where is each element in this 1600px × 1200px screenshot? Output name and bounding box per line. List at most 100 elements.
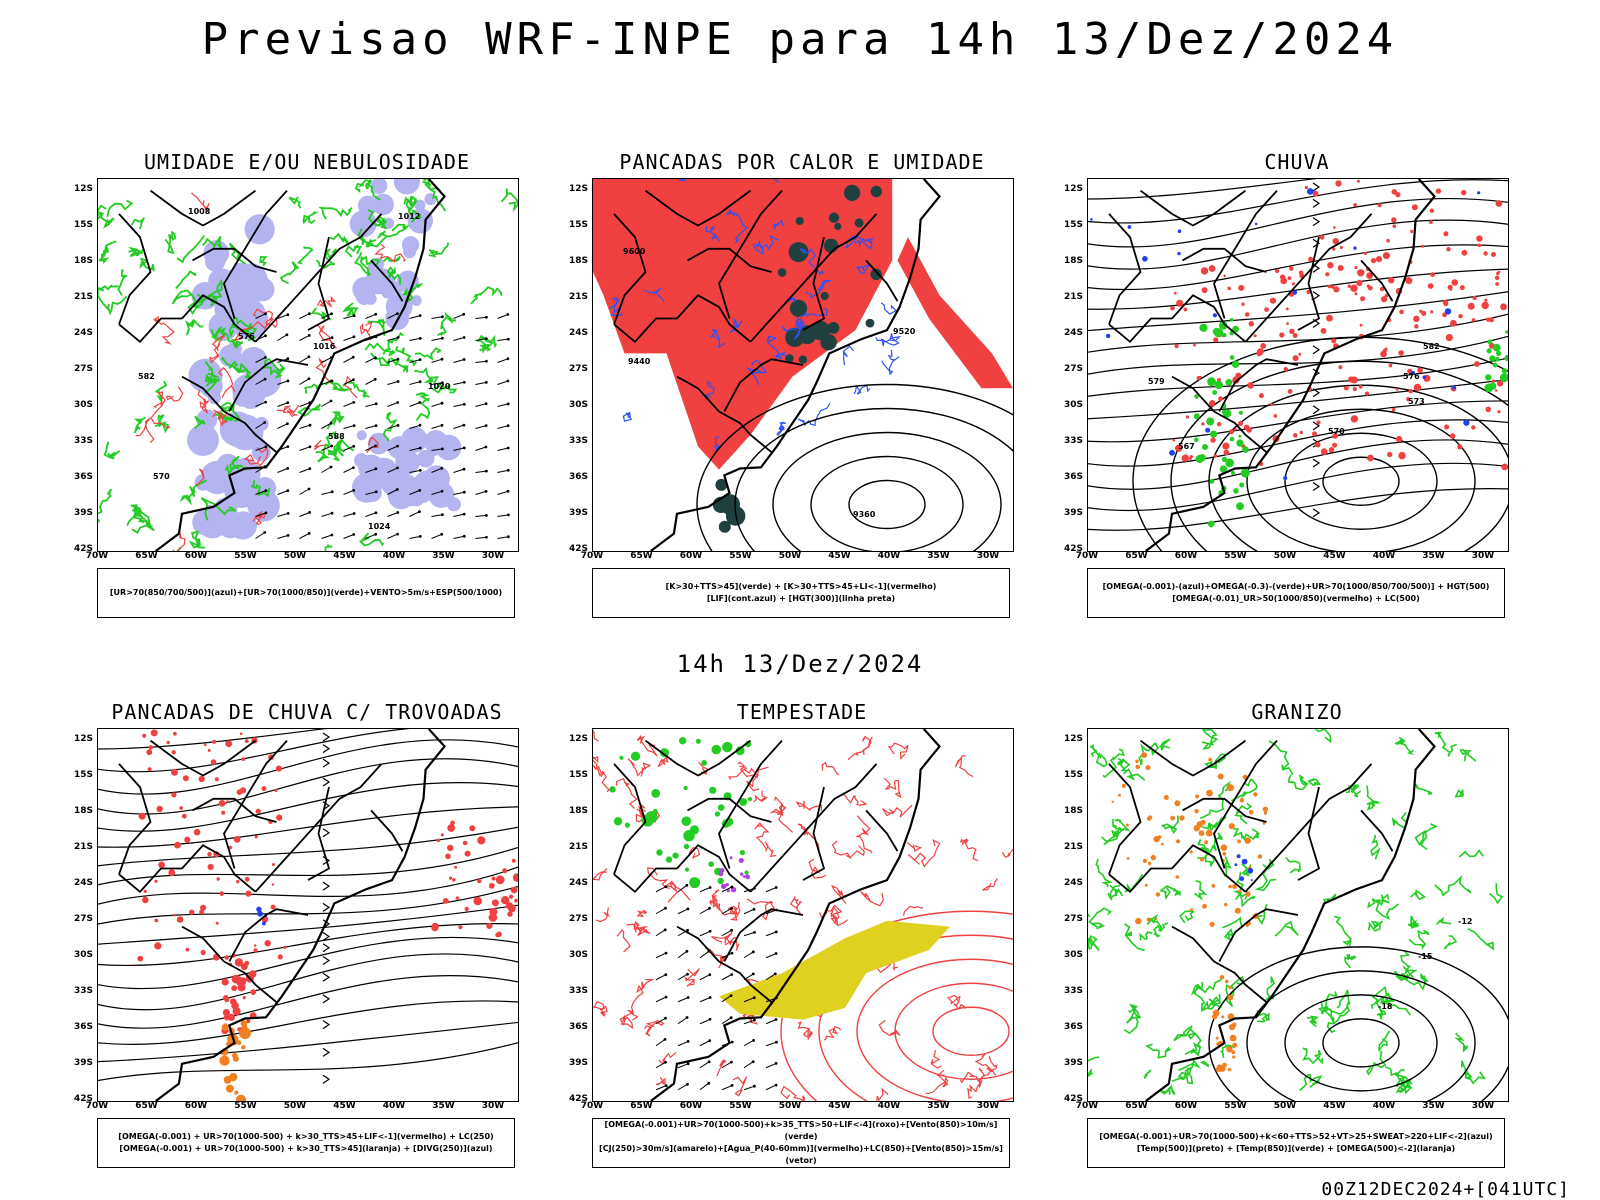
longitude-label: 35W [927, 1101, 950, 1111]
longitude-label: 55W [234, 551, 257, 561]
streamlines-250 [98, 729, 518, 1084]
latitude-label: 36S [568, 1022, 588, 1032]
latitude-label: 42S [1063, 544, 1083, 554]
latitude-label: 36S [73, 472, 93, 482]
longitude-label: 65W [135, 1101, 158, 1111]
latitude-label: 15S [1063, 770, 1083, 780]
contour-label: 570 [153, 472, 170, 481]
map-panel-1: 1008 1012 1016 1020 1024 570 576 582 588 [97, 178, 519, 552]
panel-title: TEMPESTADE [736, 700, 868, 724]
latitude-label: 12S [568, 184, 588, 194]
state-border [749, 213, 878, 343]
contour-label: 9520 [893, 327, 916, 336]
contour-label: 576 [1403, 372, 1420, 381]
panel-legend: [OMEGA(-0.001)-(azul)+OMEGA(-0.3)-(verde… [1087, 568, 1505, 618]
state-border [718, 960, 773, 1003]
state-border [223, 739, 288, 869]
state-border [149, 739, 257, 777]
contour-label: 576 [238, 332, 255, 341]
contour-label: 579 [1148, 377, 1165, 386]
state-border [749, 763, 878, 893]
legend-line: [OMEGA(-0.001) + UR>70(1000-500) + k>30_… [119, 1144, 493, 1153]
state-border [613, 867, 677, 894]
state-border [1182, 797, 1267, 823]
longitude-label: 60W [679, 1101, 703, 1111]
state-border [865, 259, 899, 302]
latitude-label: 39S [568, 508, 588, 518]
contour-label: 1008 [188, 207, 211, 216]
legend-line: [LIF](cont.azul) + [HGT(300)](linha pret… [706, 594, 896, 603]
omega-red-fill [1170, 258, 1508, 471]
longitude-label: 55W [234, 1101, 257, 1111]
omega-500-orange-south [1212, 975, 1238, 1072]
longitude-label: 65W [630, 1101, 653, 1111]
state-border [676, 294, 752, 343]
political-boundaries [1108, 179, 1436, 551]
political-boundaries [1108, 729, 1436, 1101]
state-border [613, 317, 677, 344]
state-border [1244, 213, 1373, 343]
thunder-red-fill [137, 729, 287, 962]
contour-label: 588 [328, 432, 345, 441]
longitude-label: 60W [184, 1101, 208, 1111]
latitude-label: 36S [1063, 1022, 1083, 1032]
state-border [192, 247, 277, 273]
instability-green-fill-south [712, 478, 746, 533]
thunder-red-fill-south [221, 958, 257, 1035]
longitude-label: 50W [283, 1101, 307, 1111]
state-border [181, 294, 257, 343]
longitude-label: 40W [877, 1101, 901, 1111]
temp-850-contours [1088, 729, 1504, 1096]
state-border [1139, 739, 1247, 777]
latitude-label: 24S [73, 328, 93, 338]
coastline [1145, 179, 1436, 551]
latitude-label: 15S [73, 220, 93, 230]
longitude-label: 70W [85, 1101, 109, 1111]
map-canvas: 582 579 576 573 570 567 [1088, 179, 1508, 551]
state-border [370, 259, 404, 302]
humidity-low-contours [98, 196, 401, 551]
latitude-label: 24S [568, 878, 588, 888]
longitude-label: 55W [1224, 1101, 1247, 1111]
longitude-label: 30W [1471, 551, 1495, 561]
state-border [1171, 925, 1215, 963]
latitude-label: 33S [568, 436, 588, 446]
longitude-label: 60W [679, 551, 703, 561]
state-border [1360, 809, 1394, 852]
latitude-label: 27S [1063, 364, 1083, 374]
legend-line: [OMEGA(-0.01)_UR>50(1000/850)(vermelho) … [1172, 594, 1420, 603]
political-boundaries [118, 729, 446, 1101]
longitude-label: 65W [1125, 551, 1148, 561]
map-panel-3: 582 579 576 573 570 567 [1087, 178, 1509, 552]
latitude-label: 24S [1063, 328, 1083, 338]
state-border [802, 786, 826, 881]
state-border [1171, 375, 1215, 413]
latitude-label: 12S [1063, 734, 1083, 744]
coastline [1145, 729, 1436, 1101]
latitude-label: 15S [568, 220, 588, 230]
panel-title: CHUVA [1264, 150, 1330, 174]
longitude-label: 30W [1471, 1101, 1495, 1111]
contour-label: 570 [1328, 427, 1345, 436]
contour-labels: 1008 1012 1016 1020 1024 570 576 582 588 [138, 207, 451, 531]
latitude-label: 36S [568, 472, 588, 482]
latitude-label: 36S [1063, 472, 1083, 482]
longitude-label: 65W [630, 551, 653, 561]
coastline [155, 729, 446, 1101]
latitude-label: 42S [568, 544, 588, 554]
latitude-label: 30S [1063, 400, 1083, 410]
latitude-label: 39S [568, 1058, 588, 1068]
latitude-label: 18S [568, 806, 588, 816]
state-border [723, 908, 804, 962]
latitude-label: 12S [1063, 184, 1083, 194]
longitude-label: 65W [1125, 1101, 1148, 1111]
state-border [613, 763, 647, 875]
state-border [223, 960, 278, 1003]
omega-500-orange [1111, 752, 1269, 927]
state-border [1182, 247, 1267, 273]
latitude-label: 24S [568, 328, 588, 338]
map-panel-5 [592, 728, 1014, 1102]
latitude-label: 36S [73, 1022, 93, 1032]
latitude-label: 30S [73, 950, 93, 960]
wind-850-green-fill [609, 737, 753, 889]
